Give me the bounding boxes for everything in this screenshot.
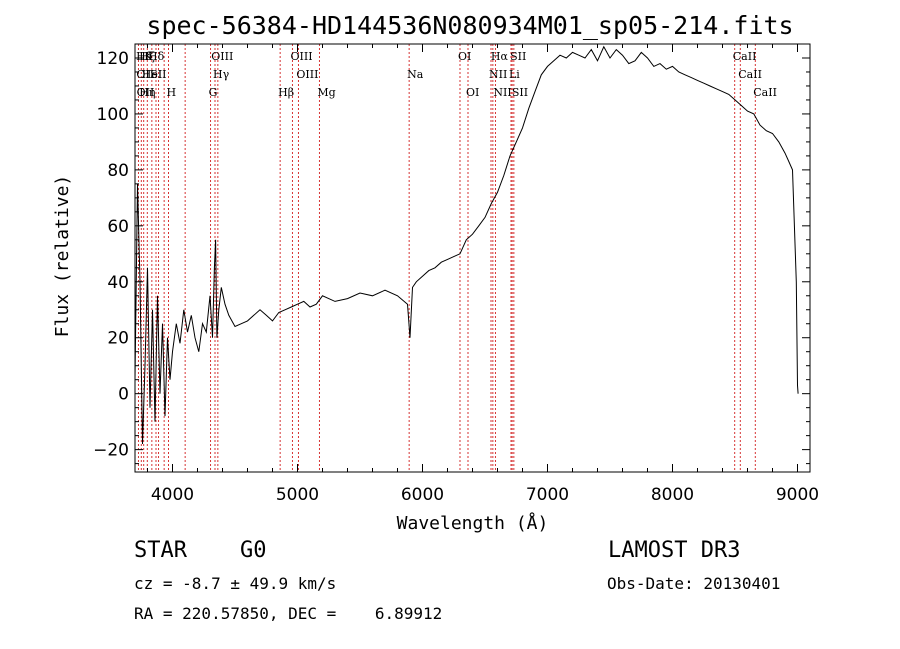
x-tick-label: 8000: [651, 485, 694, 505]
y-tick-label: 20: [107, 329, 129, 349]
observation-date: Obs-Date: 20130401: [607, 574, 781, 593]
x-tick-label: 5000: [276, 485, 319, 505]
y-tick-label: 60: [107, 217, 129, 237]
line-label: OII: [137, 86, 155, 99]
y-tick-label: 40: [107, 273, 129, 293]
chart-title: spec-56384-HD144536N080934M01_sp05-214.f…: [146, 11, 793, 40]
y-tick-label: 0: [118, 385, 129, 405]
line-label: CaII: [753, 86, 777, 99]
line-label: OIII: [211, 50, 233, 63]
line-label: Hβ: [278, 86, 294, 99]
line-label: CaII: [733, 50, 757, 63]
line-label: G: [209, 86, 218, 99]
line-label: OI: [466, 86, 479, 99]
line-label: SII: [512, 86, 528, 99]
survey-name: LAMOST DR3: [608, 538, 741, 563]
y-tick-label: 80: [107, 161, 129, 181]
line-label: Hδ: [136, 50, 153, 63]
line-label: SII: [150, 68, 166, 81]
y-tick-label: −20: [93, 441, 129, 461]
line-label: Hη: [139, 86, 155, 99]
line-label: Mg: [317, 86, 335, 99]
line-label: H: [167, 86, 177, 99]
y-tick-label: 100: [97, 105, 129, 125]
line-label: CaII: [738, 68, 762, 81]
object-class: STAR: [134, 538, 187, 563]
spectrum-line: [134, 45, 799, 445]
y-tick-label: 120: [97, 49, 129, 69]
line-label: OIII: [291, 50, 313, 63]
coordinates: RA = 220.57850, DEC = 6.89912: [134, 604, 443, 623]
y-axis-label: Flux (relative): [52, 175, 73, 338]
x-axis-label: Wavelength (Å): [397, 512, 549, 534]
line-label: OII: [136, 68, 154, 81]
line-label: Na: [407, 68, 424, 81]
x-tick-label: 7000: [526, 485, 569, 505]
line-label: NII: [489, 68, 507, 81]
x-tick-label: 9000: [776, 485, 819, 505]
line-label: Hζ: [139, 50, 155, 63]
object-subclass: G0: [240, 538, 267, 563]
line-label: SII: [510, 50, 526, 63]
line-label: OIII: [296, 68, 318, 81]
line-label: Hδ: [148, 50, 165, 63]
line-label: Li: [509, 68, 520, 81]
line-label: HeI: [142, 68, 162, 81]
plot-frame: [134, 43, 811, 473]
line-label: NII: [493, 86, 511, 99]
line-label: Hα: [491, 50, 509, 63]
redshift-velocity: cz = -8.7 ± 49.9 km/s: [134, 574, 337, 593]
line-label: K: [144, 50, 153, 63]
x-tick-label: 4000: [151, 485, 194, 505]
x-tick-label: 6000: [401, 485, 444, 505]
line-label: OI: [458, 50, 471, 63]
line-label: Hγ: [213, 68, 230, 81]
